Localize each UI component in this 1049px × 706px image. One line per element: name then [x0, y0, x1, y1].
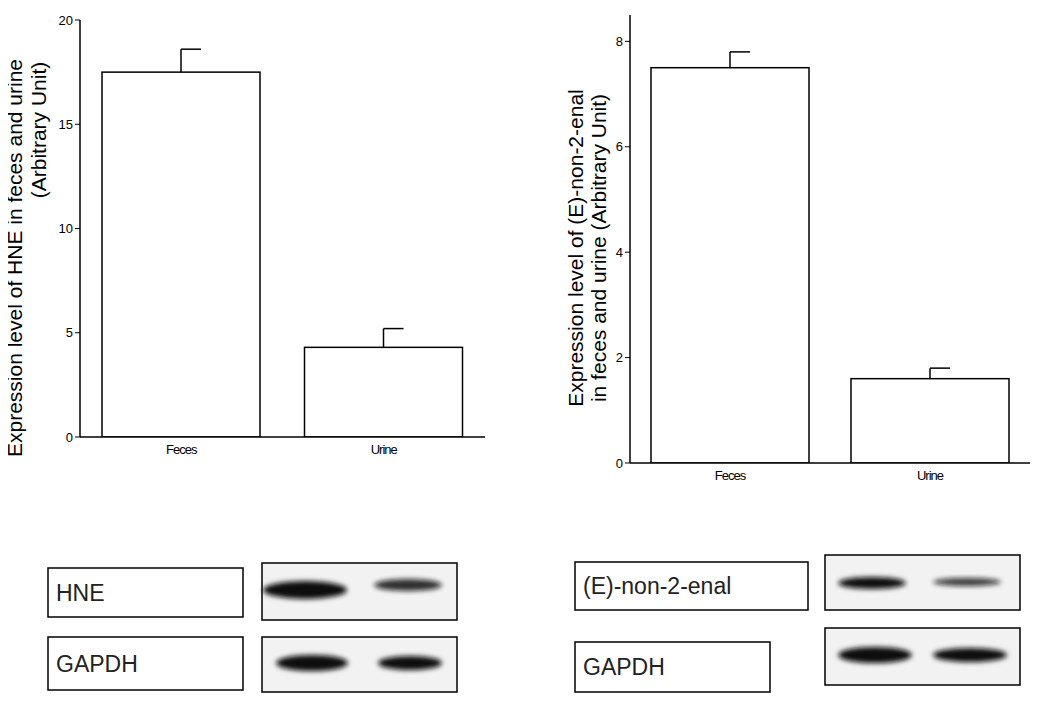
svg-text:8: 8	[616, 34, 623, 49]
svg-text:4: 4	[616, 245, 623, 260]
svg-text:HNE: HNE	[56, 580, 105, 606]
svg-text:6: 6	[616, 139, 623, 154]
svg-text:2: 2	[616, 350, 623, 365]
svg-text:5: 5	[66, 325, 73, 340]
svg-text:Feces: Feces	[715, 468, 747, 483]
svg-text:0: 0	[66, 430, 73, 445]
svg-text:Expression level of (E)-non-2-: Expression level of (E)-non-2-enal	[564, 89, 587, 406]
svg-text:GAPDH: GAPDH	[56, 651, 138, 677]
svg-text:(E)-non-2-enal: (E)-non-2-enal	[583, 573, 731, 599]
svg-text:0: 0	[616, 456, 623, 471]
svg-text:(Arbitrary Unit): (Arbitrary Unit)	[27, 62, 50, 199]
svg-text:Urine: Urine	[917, 468, 944, 483]
svg-text:10: 10	[59, 221, 73, 236]
svg-text:in feces and urine (Arbitrary: in feces and urine (Arbitrary Unit)	[587, 94, 610, 402]
svg-text:Urine: Urine	[371, 442, 398, 457]
svg-text:Expression level of HNE in fec: Expression level of HNE in feces and uri…	[8, 59, 26, 457]
svg-text:GAPDH: GAPDH	[583, 654, 665, 680]
svg-text:15: 15	[59, 117, 73, 132]
svg-text:20: 20	[59, 13, 73, 28]
svg-text:Feces: Feces	[166, 442, 198, 457]
